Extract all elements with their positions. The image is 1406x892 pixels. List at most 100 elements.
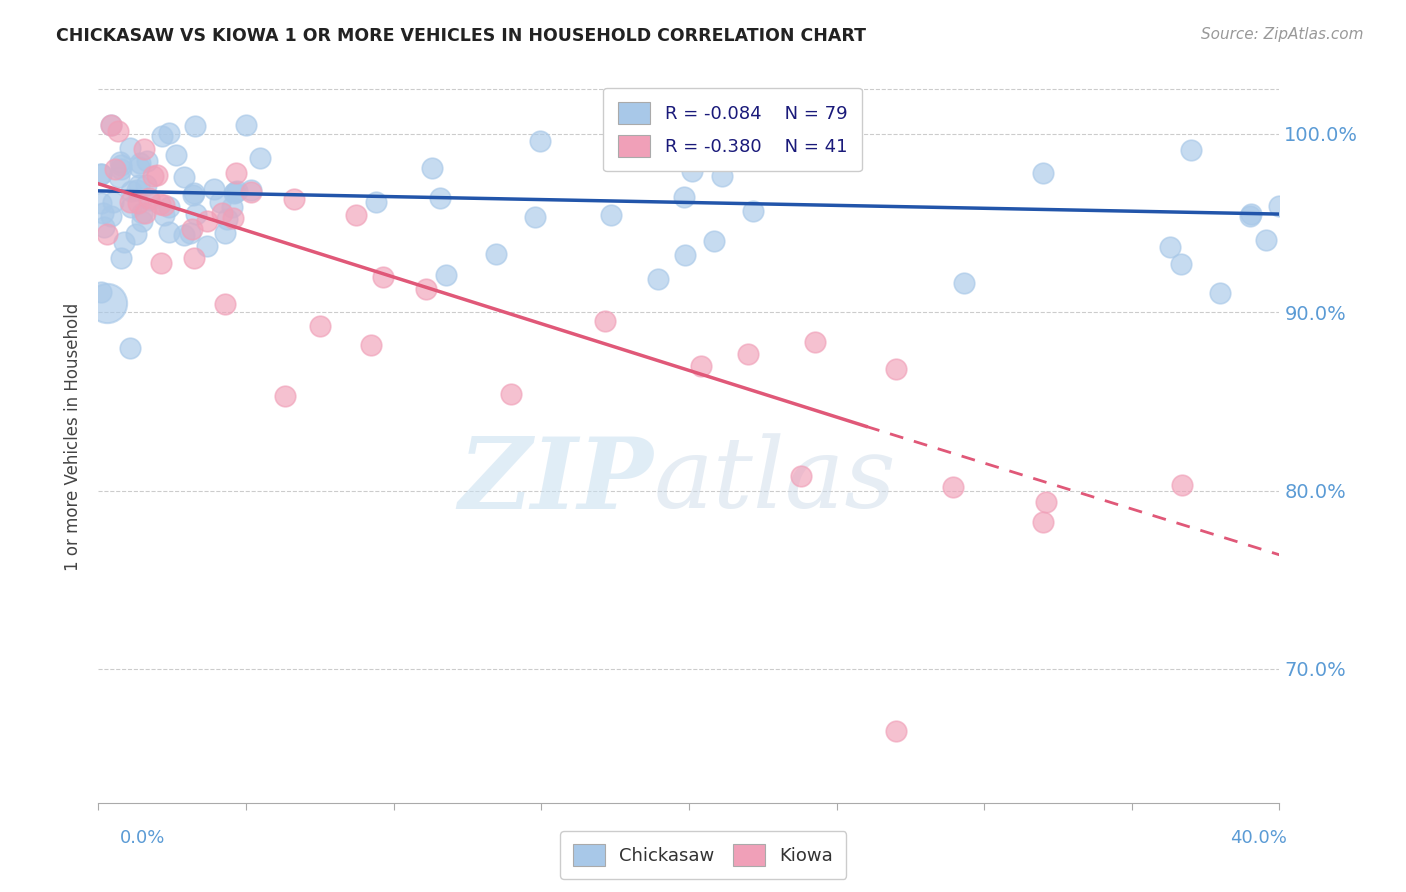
- Text: 40.0%: 40.0%: [1230, 829, 1286, 847]
- Point: [104, 161, 127, 176]
- Point: [131, 214, 153, 228]
- Legend: Chickasaw, Kiowa: Chickasaw, Kiowa: [560, 831, 846, 879]
- Point: [195, 214, 218, 228]
- Point: [222, 211, 245, 226]
- Point: [184, 120, 207, 134]
- Point: [152, 208, 174, 222]
- Point: [436, 268, 458, 283]
- Point: [142, 169, 165, 184]
- Point: [90, 195, 112, 210]
- Point: [235, 118, 257, 132]
- Point: [93, 220, 115, 235]
- Point: [173, 228, 195, 243]
- Point: [135, 178, 157, 193]
- Point: [274, 389, 297, 403]
- Point: [225, 184, 247, 198]
- Point: [224, 186, 246, 200]
- Point: [415, 282, 437, 296]
- Point: [373, 269, 395, 284]
- Point: [186, 207, 208, 221]
- Point: [125, 183, 148, 197]
- Point: [138, 191, 160, 205]
- Point: [100, 118, 122, 132]
- Point: [89, 167, 111, 181]
- Point: [211, 205, 233, 219]
- Point: [225, 166, 247, 180]
- Point: [120, 184, 142, 198]
- Point: [790, 469, 813, 483]
- Point: [672, 189, 695, 203]
- Point: [1268, 199, 1291, 213]
- Point: [741, 204, 763, 219]
- Point: [127, 195, 149, 210]
- Point: [118, 195, 141, 210]
- Point: [114, 235, 136, 250]
- Point: [120, 200, 142, 214]
- Point: [593, 314, 616, 328]
- Point: [1171, 478, 1194, 492]
- Point: [224, 186, 246, 200]
- Point: [689, 359, 711, 373]
- Text: CHICKASAW VS KIOWA 1 OR MORE VEHICLES IN HOUSEHOLD CORRELATION CHART: CHICKASAW VS KIOWA 1 OR MORE VEHICLES IN…: [56, 27, 866, 45]
- Point: [221, 200, 243, 214]
- Point: [181, 221, 204, 235]
- Point: [737, 347, 759, 361]
- Point: [183, 251, 205, 265]
- Point: [208, 194, 231, 209]
- Point: [110, 162, 132, 177]
- Point: [217, 212, 239, 227]
- Point: [131, 205, 153, 219]
- Point: [703, 234, 725, 248]
- Point: [239, 186, 262, 200]
- Point: [108, 154, 131, 169]
- Point: [1032, 515, 1054, 529]
- Point: [157, 200, 180, 214]
- Legend: R = -0.084    N = 79, R = -0.380    N = 41: R = -0.084 N = 79, R = -0.380 N = 41: [603, 87, 862, 171]
- Point: [96, 227, 118, 241]
- Point: [128, 178, 150, 192]
- Point: [90, 167, 112, 181]
- Point: [129, 156, 152, 170]
- Point: [100, 118, 122, 132]
- Point: [181, 188, 204, 202]
- Point: [118, 341, 141, 355]
- Point: [165, 148, 187, 162]
- Point: [283, 192, 305, 206]
- Point: [204, 182, 226, 196]
- Point: [1035, 495, 1057, 509]
- Point: [953, 276, 976, 290]
- Text: atlas: atlas: [654, 434, 896, 529]
- Point: [90, 285, 112, 300]
- Point: [149, 255, 172, 269]
- Point: [485, 247, 508, 261]
- Point: [344, 208, 367, 222]
- Point: [942, 480, 965, 494]
- Point: [1159, 240, 1181, 254]
- Point: [110, 251, 132, 265]
- Point: [100, 209, 122, 223]
- Point: [673, 248, 696, 262]
- Point: [364, 195, 387, 210]
- Point: [501, 387, 523, 401]
- Point: [1239, 209, 1261, 223]
- Point: [128, 160, 150, 174]
- Text: Source: ZipAtlas.com: Source: ZipAtlas.com: [1201, 27, 1364, 42]
- Point: [153, 198, 176, 212]
- Point: [195, 239, 218, 253]
- Point: [103, 194, 125, 209]
- Point: [134, 205, 156, 219]
- Text: 0.0%: 0.0%: [120, 829, 165, 847]
- Point: [647, 271, 669, 285]
- Point: [183, 186, 205, 201]
- Text: ZIP: ZIP: [458, 433, 654, 529]
- Point: [108, 170, 131, 185]
- Point: [179, 226, 201, 240]
- Point: [249, 151, 271, 165]
- Point: [1032, 166, 1054, 180]
- Point: [149, 197, 172, 211]
- Point: [107, 124, 129, 138]
- Point: [173, 169, 195, 184]
- Point: [125, 227, 148, 241]
- Point: [157, 226, 180, 240]
- Point: [1256, 234, 1278, 248]
